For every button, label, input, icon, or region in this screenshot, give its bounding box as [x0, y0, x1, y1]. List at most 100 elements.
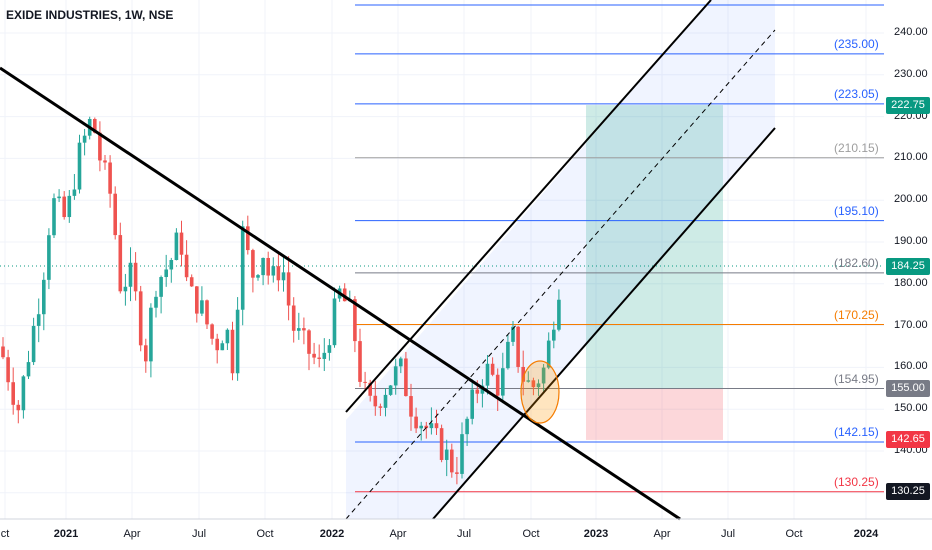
- x-tick-label: Jul: [720, 528, 736, 540]
- candle-body: [536, 383, 541, 388]
- candle-body: [501, 368, 505, 396]
- candle-body: [541, 367, 546, 384]
- candle-body: [195, 286, 199, 314]
- candle-body: [82, 135, 87, 143]
- y-tick-label: 170.00: [894, 318, 928, 331]
- candle-body: [230, 329, 235, 374]
- candle-body: [266, 257, 270, 276]
- y-tick-label: 190.00: [894, 235, 928, 247]
- y-tick-label: 210.00: [894, 151, 928, 164]
- candle-body: [118, 235, 123, 292]
- candle-body: [373, 395, 378, 407]
- x-tick-label: Jul: [456, 528, 472, 540]
- price-tag: 222.75: [886, 96, 930, 114]
- candle-body: [378, 406, 383, 408]
- candle-body: [531, 380, 536, 388]
- candle-body: [393, 366, 398, 386]
- candle-body: [429, 423, 434, 429]
- candle-body: [470, 389, 474, 419]
- x-tick-label: Jul: [191, 528, 207, 540]
- candle-body: [210, 324, 214, 339]
- candle-body: [475, 389, 480, 394]
- candle-body: [67, 195, 72, 218]
- candle-body: [521, 366, 525, 382]
- candle-body: [1, 346, 5, 358]
- candle-body: [77, 142, 82, 190]
- candle-body: [31, 325, 36, 363]
- candle-body: [62, 196, 66, 218]
- candle-body: [200, 300, 204, 314]
- fib-level-label: (223.05): [834, 86, 879, 101]
- breakout-highlight: [520, 360, 560, 424]
- price-tag: 130.25: [886, 483, 930, 501]
- candle-body: [383, 394, 388, 408]
- candle-body: [404, 358, 408, 397]
- candle-body: [6, 357, 10, 383]
- candle-body: [47, 235, 51, 280]
- channel-mid-line: [345, 29, 776, 520]
- candle-body: [169, 260, 174, 270]
- candle-body: [123, 286, 128, 292]
- candle-body: [42, 279, 46, 315]
- candle-body: [52, 198, 56, 236]
- candle-body: [460, 434, 464, 474]
- candle-body: [240, 226, 245, 310]
- candle-body: [108, 162, 112, 194]
- x-tick-label: Oct: [785, 528, 803, 540]
- candle-body: [36, 314, 41, 326]
- trend-drawings: [0, 0, 776, 521]
- x-tick-label: 2023: [583, 528, 609, 540]
- candle-body: [327, 345, 332, 353]
- channel-upper-line: [345, 0, 712, 413]
- candle-body: [495, 374, 500, 396]
- candle-body: [113, 193, 117, 236]
- candle-body: [93, 118, 97, 133]
- candle-body: [546, 340, 551, 368]
- candle-body: [271, 266, 276, 276]
- candle-body: [281, 272, 286, 281]
- candle-body: [189, 277, 194, 287]
- chart-title: EXIDE INDUSTRIES, 1W, NSE: [6, 8, 174, 22]
- fib-level-label: (154.95): [834, 371, 879, 386]
- candle-body: [444, 449, 449, 460]
- candle-body: [286, 272, 291, 306]
- candle-body: [179, 232, 184, 255]
- candle-body: [358, 341, 362, 382]
- candle-body: [225, 329, 230, 344]
- candle-body: [256, 275, 260, 278]
- price-tag: 155.00: [886, 379, 930, 397]
- candle-body: [291, 305, 296, 331]
- candle-body: [434, 423, 439, 429]
- fib-level-label: (195.10): [834, 203, 879, 218]
- y-tick-label: 240.00: [894, 26, 928, 38]
- candle-body: [552, 329, 556, 341]
- candle-body: [439, 428, 444, 460]
- candle-body: [174, 232, 179, 261]
- candle-body: [399, 358, 403, 367]
- candle-body: [506, 341, 510, 369]
- candle-body: [57, 196, 61, 199]
- candle-body: [526, 380, 531, 382]
- x-tick-label: 2024: [853, 528, 879, 540]
- candle-body: [485, 363, 490, 386]
- candle-body: [184, 254, 189, 278]
- candle-body: [424, 425, 429, 429]
- candle-body: [11, 382, 15, 405]
- candle-body: [16, 404, 21, 411]
- candle-body: [363, 381, 367, 383]
- candle-body: [159, 277, 163, 297]
- y-tick-label: 230.00: [894, 67, 928, 80]
- candle-body: [388, 385, 393, 395]
- candle-body: [297, 328, 301, 331]
- candle-body: [246, 226, 250, 251]
- x-tick-label: Oct: [522, 528, 540, 540]
- candle-body: [103, 160, 107, 163]
- candle-body: [353, 299, 357, 342]
- candle-body: [465, 418, 469, 435]
- candle-body: [128, 262, 133, 287]
- candle-body: [307, 330, 311, 354]
- candle-body: [450, 449, 454, 473]
- candle-body: [235, 309, 240, 374]
- candle-body: [276, 266, 281, 281]
